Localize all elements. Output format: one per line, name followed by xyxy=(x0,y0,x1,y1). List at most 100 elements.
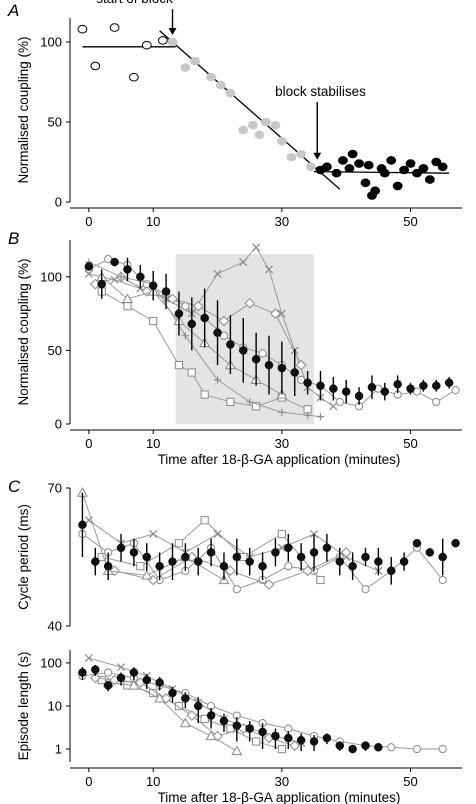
individual-series-marker xyxy=(451,386,460,395)
individual-series-marker xyxy=(438,575,447,585)
individual-series-marker xyxy=(141,569,153,580)
individual-series-marker xyxy=(141,286,153,297)
individual-series-marker xyxy=(187,368,196,377)
data-point xyxy=(206,72,217,82)
mean-point xyxy=(386,566,396,576)
data-point xyxy=(215,80,226,90)
mean-point xyxy=(374,557,383,566)
individual-series-line xyxy=(81,492,225,581)
mean-point xyxy=(219,561,229,571)
individual-series-marker xyxy=(136,562,145,571)
mean-point xyxy=(361,552,370,562)
individual-series-marker xyxy=(104,668,113,677)
individual-series-marker xyxy=(174,701,184,711)
mean-point xyxy=(78,520,87,530)
individual-series-marker xyxy=(239,258,248,267)
mean-point xyxy=(161,287,171,296)
individual-series-marker xyxy=(200,390,209,399)
panel-letter: C xyxy=(8,477,21,496)
mean-point xyxy=(213,328,222,337)
mean-point xyxy=(322,543,332,553)
mean-point xyxy=(239,346,248,355)
x-tick-label: 0 xyxy=(85,436,92,451)
y-tick-label: 0 xyxy=(55,417,62,432)
mean-point xyxy=(168,688,177,698)
individual-series-marker xyxy=(213,376,222,384)
mean-point xyxy=(348,561,357,571)
mean-point xyxy=(174,309,184,318)
mean-point xyxy=(142,552,152,562)
mean-point xyxy=(399,557,409,566)
individual-series-marker xyxy=(284,724,293,733)
data-point xyxy=(363,160,374,170)
mean-point xyxy=(245,724,254,733)
mean-point xyxy=(91,557,100,566)
mean-point xyxy=(380,387,390,396)
data-point xyxy=(190,56,200,66)
mean-point xyxy=(309,548,319,557)
individual-series-marker xyxy=(252,243,261,252)
individual-series-marker xyxy=(122,293,133,303)
x-axis-label: Time after 18-β-GA application (minutes) xyxy=(158,790,401,804)
mean-point xyxy=(277,363,287,373)
mean-point xyxy=(142,675,152,685)
mean-point xyxy=(200,313,209,323)
panel-2: C 40 70 Cycle period (ms) xyxy=(8,477,460,634)
data-point xyxy=(386,156,397,165)
data-point xyxy=(399,165,410,175)
data-point xyxy=(225,88,236,98)
mean-point xyxy=(181,694,190,703)
data-point xyxy=(296,149,307,159)
annotation-label: block stabilises xyxy=(275,84,366,99)
individual-series-marker xyxy=(167,293,178,305)
mean-point xyxy=(91,665,100,674)
mean-point xyxy=(232,552,242,562)
data-point xyxy=(405,159,416,168)
individual-series-marker xyxy=(149,316,158,326)
data-point xyxy=(180,63,191,72)
data-point xyxy=(286,152,297,162)
individual-series-marker xyxy=(89,672,101,684)
individual-series-marker xyxy=(117,663,126,672)
individual-series-marker xyxy=(84,516,93,525)
individual-series-marker xyxy=(264,265,274,274)
panel-letter: A xyxy=(7,1,19,20)
mean-point xyxy=(309,737,319,746)
individual-series-marker xyxy=(154,692,166,703)
mean-point xyxy=(419,381,428,390)
individual-series-marker xyxy=(212,730,223,742)
data-point xyxy=(344,164,355,173)
data-point xyxy=(437,162,448,172)
individual-series-marker xyxy=(329,402,338,411)
individual-series-marker xyxy=(174,539,184,548)
mean-point xyxy=(187,319,197,329)
data-point xyxy=(157,36,168,45)
x-tick-label: 0 xyxy=(85,214,92,229)
individual-series-marker xyxy=(432,397,441,407)
x-tick-label: 10 xyxy=(146,214,160,229)
individual-series-marker xyxy=(277,744,286,754)
mean-point xyxy=(84,262,94,271)
data-point xyxy=(305,162,316,172)
individual-series-marker xyxy=(123,302,132,311)
y-axis-label: Normalised coupling (%) xyxy=(16,36,31,183)
individual-series-marker xyxy=(277,529,286,539)
individual-series-marker xyxy=(387,743,396,752)
y-tick-label: 10 xyxy=(48,699,62,714)
individual-series-line xyxy=(88,657,302,744)
individual-series-marker xyxy=(438,744,447,754)
data-point xyxy=(141,40,152,50)
data-point xyxy=(392,181,403,191)
data-point xyxy=(338,156,348,165)
y-tick-label: 0 xyxy=(55,195,62,210)
x-axis-label: Time after 18-β-GA application (minutes) xyxy=(158,452,401,467)
mean-point xyxy=(193,557,203,566)
y-tick-label: 1 xyxy=(55,742,62,757)
individual-series-marker xyxy=(97,552,106,562)
mean-point xyxy=(129,548,139,557)
mean-point xyxy=(438,552,447,562)
annotation-arrowhead xyxy=(168,28,177,35)
individual-series-marker xyxy=(218,315,230,327)
data-point xyxy=(331,168,342,178)
